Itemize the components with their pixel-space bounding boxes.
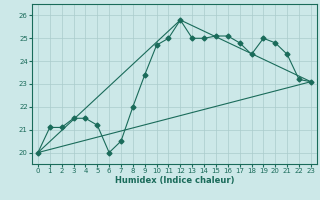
X-axis label: Humidex (Indice chaleur): Humidex (Indice chaleur): [115, 176, 234, 185]
